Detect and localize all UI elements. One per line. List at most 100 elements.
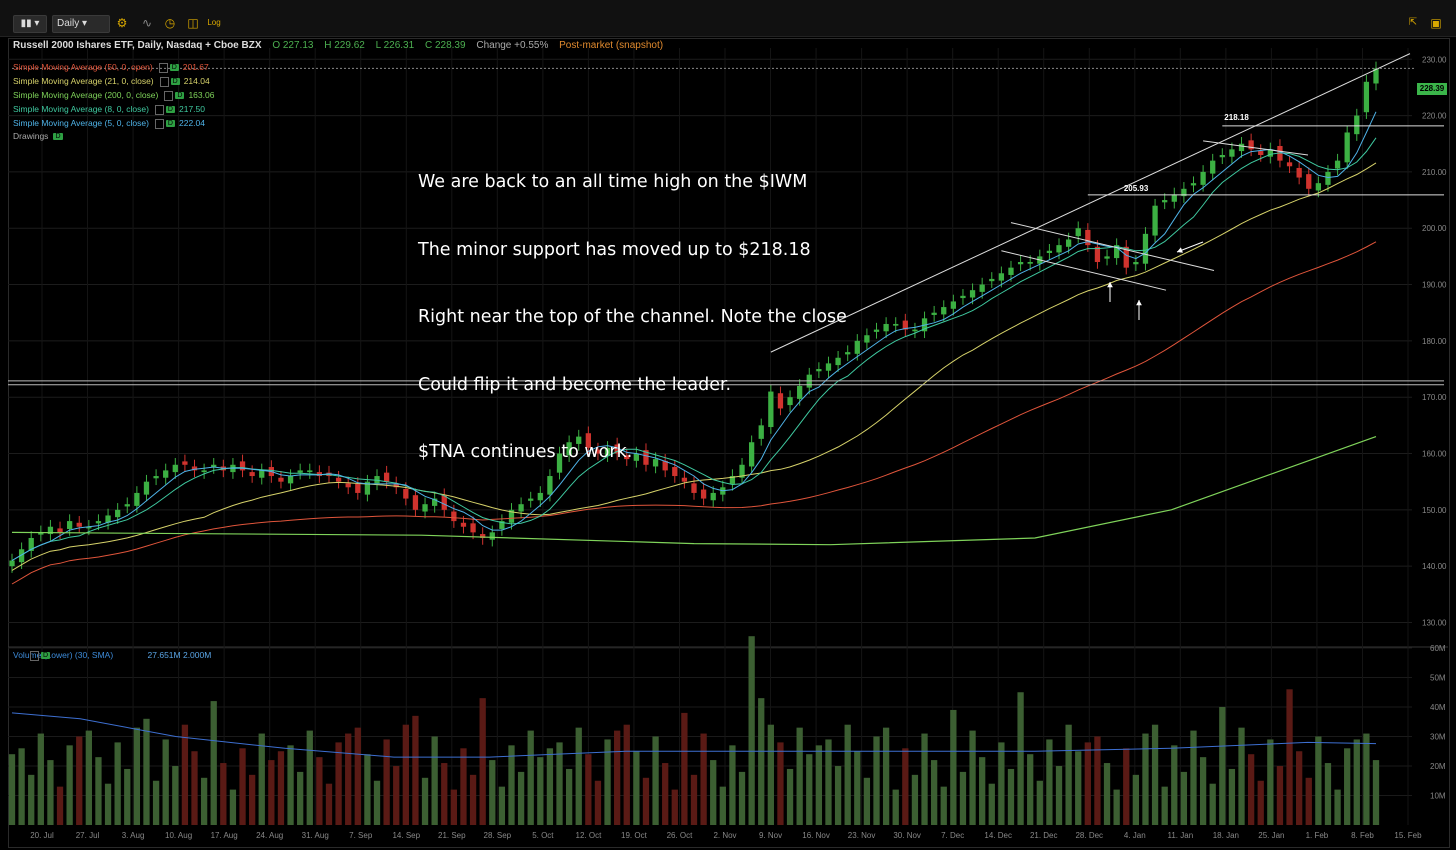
study-value: 201.67 — [182, 62, 209, 72]
volume-legend[interactable]: Volume (Lower) (30, SMA) D 27.651M 2.000… — [13, 650, 212, 661]
trend-line — [1203, 140, 1309, 156]
study-row[interactable]: Simple Moving Average (200, 0, close) D 16… — [13, 90, 214, 101]
volume-bar — [277, 751, 285, 825]
volume-bar — [729, 745, 736, 825]
volume-bar — [421, 777, 429, 825]
volume-bar — [777, 742, 784, 825]
candle-body — [989, 278, 995, 282]
bars-icon[interactable]: ◫ — [187, 16, 199, 30]
drawings-row[interactable]: Drawings D — [13, 131, 63, 141]
chart-type-button[interactable]: ▮▮ ▾ — [13, 15, 47, 33]
date-tick-label: 31. Aug — [302, 831, 329, 840]
volume-bar — [1123, 748, 1130, 825]
change-label: Change +0.55% — [476, 40, 549, 51]
study-value: 214.04 — [183, 76, 210, 86]
study-menu-icon[interactable] — [159, 76, 169, 87]
candle-body — [633, 453, 640, 461]
study-menu-icon[interactable] — [164, 90, 174, 101]
volume-bar — [1209, 783, 1216, 825]
gear-icon[interactable]: ⚙ — [116, 16, 128, 30]
annotation-line: Right near the top of the channel. Note … — [418, 307, 847, 327]
candle-body — [748, 442, 755, 467]
candle-body — [470, 523, 476, 533]
candle-body — [134, 492, 140, 506]
volume-bar — [191, 751, 198, 825]
volume-bar — [979, 757, 986, 825]
volume-bar — [690, 774, 698, 825]
open-value: O 227.13 — [272, 40, 314, 51]
volume-bar — [1286, 689, 1293, 825]
volume-bar — [671, 789, 678, 825]
volume-bar — [383, 739, 390, 825]
volume-bar — [873, 736, 880, 825]
volume-bar — [66, 745, 73, 825]
study-menu-icon[interactable] — [158, 62, 168, 73]
date-tick-label: 10. Aug — [165, 831, 192, 840]
volume-bar — [28, 774, 35, 825]
volume-bar — [143, 718, 150, 825]
volume-bar — [998, 742, 1005, 825]
volume-bar — [47, 760, 54, 825]
wave-icon[interactable]: ∿ — [141, 16, 153, 30]
study-row[interactable]: Simple Moving Average (21, 0, close) D 214… — [13, 76, 210, 87]
study-label: Simple Moving Average (200, 0, close) — [13, 90, 159, 100]
candle-body — [1248, 140, 1254, 150]
candle-body — [374, 476, 380, 484]
candle-body — [595, 449, 601, 454]
candle-body — [710, 492, 716, 501]
candle-body — [1094, 246, 1101, 263]
volume-bar — [248, 774, 256, 825]
volume-bar — [652, 736, 659, 825]
candle-body — [316, 472, 323, 477]
volume-bar — [1007, 768, 1015, 825]
fullscreen-icon[interactable]: ⇱ — [1408, 17, 1418, 28]
volume-bar — [393, 766, 400, 825]
candle-body — [1296, 167, 1302, 178]
volume-bar — [700, 733, 707, 825]
log-scale-icon[interactable]: Log — [207, 18, 221, 27]
date-tick-label: 24. Aug — [256, 831, 283, 840]
candle-body — [777, 393, 784, 409]
chart-frame — [8, 38, 1450, 848]
candle-body — [614, 444, 620, 454]
study-row[interactable]: Simple Moving Average (5, 0, close) D 222.… — [13, 118, 205, 129]
study-value: 222.04 — [178, 118, 205, 128]
date-tick-label: 2. Nov — [713, 831, 736, 840]
study-row[interactable]: Simple Moving Average (50, 0, open) D 201.… — [13, 62, 209, 73]
volume-bar — [902, 748, 909, 825]
clock-icon[interactable]: ◷ — [164, 16, 176, 30]
candle-body — [566, 442, 572, 456]
candle-body — [76, 522, 82, 527]
volume-bar — [1219, 707, 1226, 825]
candle-body — [278, 477, 284, 482]
period-select[interactable]: Daily ▾ — [52, 15, 110, 33]
candle-body — [931, 312, 937, 315]
candle-body — [259, 470, 265, 478]
annotation-line: The minor support has moved up to $218.1… — [418, 239, 811, 260]
candle-body — [854, 340, 860, 354]
volume-bar — [1180, 771, 1188, 825]
camera-icon[interactable]: ▣ — [1430, 16, 1442, 30]
moving-average-line — [11, 241, 1377, 585]
candle-body — [66, 521, 73, 529]
candle-body — [979, 284, 985, 292]
price-tick-label: 180.00 — [1422, 337, 1447, 346]
study-menu-icon[interactable] — [154, 104, 164, 115]
volume-bar — [806, 754, 813, 825]
annotation-line: $TNA continues to work. — [418, 442, 633, 462]
volume-bar — [844, 724, 851, 825]
candle-body — [345, 483, 351, 488]
candle-body — [537, 492, 543, 501]
study-row[interactable]: Simple Moving Average (8, 0, close) D 217.… — [13, 104, 205, 115]
candle-body — [1258, 151, 1264, 156]
candle-body — [163, 470, 169, 478]
volume-bar — [1151, 724, 1159, 825]
price-tick-label: 190.00 — [1422, 281, 1447, 290]
price-tick-label: 200.00 — [1422, 224, 1447, 233]
date-tick-label: 19. Oct — [621, 831, 648, 840]
study-menu-icon[interactable] — [154, 118, 164, 129]
volume-bar — [220, 763, 227, 825]
candle-body — [700, 489, 707, 499]
volume-bar — [1363, 733, 1370, 825]
candle-body — [787, 397, 793, 406]
